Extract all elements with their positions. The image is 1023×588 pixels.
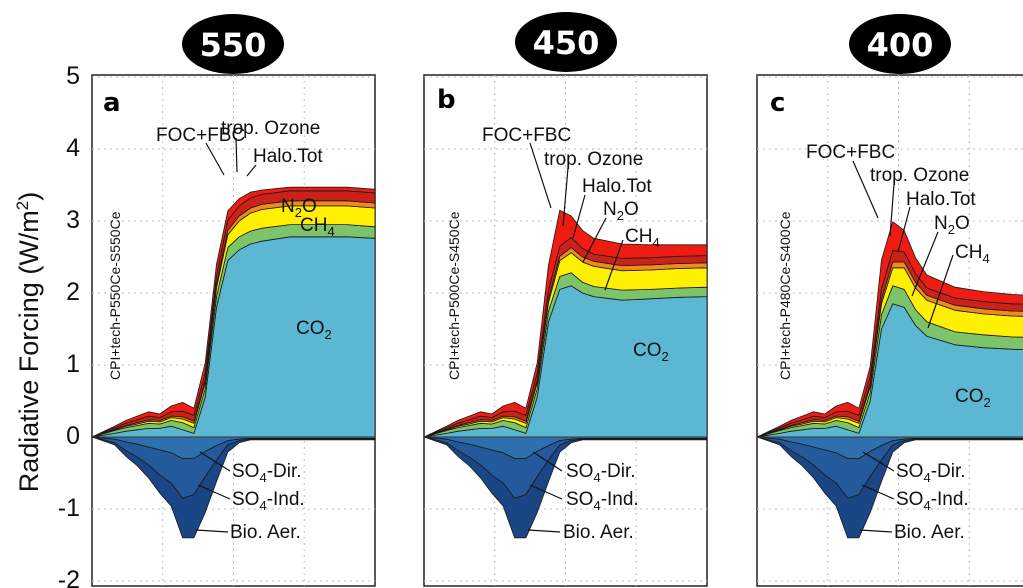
y-tick-label: 0 <box>66 422 80 450</box>
label-focfbc: FOC+FBC <box>806 142 895 163</box>
area-foc-fbc <box>756 221 1023 438</box>
label-so4dir: SO4-Dir. <box>232 461 302 485</box>
area-foc-fbc <box>91 186 376 438</box>
label-bioaer: Bio. Aer. <box>563 522 634 543</box>
label-halo: Halo.Tot <box>253 146 323 167</box>
label-so4ind: SO4-Ind. <box>896 489 969 513</box>
leader-lines <box>527 142 624 533</box>
stacked-areas <box>423 209 708 539</box>
label-ch4: CH4 <box>625 226 660 250</box>
y-tick-label: -2 <box>58 566 80 588</box>
y-tick-label: 5 <box>66 62 80 90</box>
y-tick-labels: 5 4 3 2 1 0 -1 -2 <box>58 62 80 588</box>
label-co2: CO2 <box>296 318 332 342</box>
label-so4dir: SO4-Dir. <box>896 461 966 485</box>
scenario-badge <box>515 12 617 72</box>
label-n2o: N2O <box>281 196 317 220</box>
scenario-badge <box>849 14 951 74</box>
y-tick-label: 2 <box>66 278 80 306</box>
y-axis-label-end: ) <box>14 192 44 201</box>
label-bioaer: Bio. Aer. <box>230 522 301 543</box>
leader-lines <box>195 137 257 533</box>
label-focfbc: FOC+FBC <box>156 125 245 146</box>
label-n2o: N2O <box>603 199 639 223</box>
y-axis-label: Radiative Forcing (W/m2) <box>13 192 44 493</box>
label-co2: CO2 <box>955 386 991 410</box>
y-axis-label-sup: 2 <box>13 201 32 210</box>
area-foc-fbc <box>423 209 708 438</box>
label-co2: CO2 <box>633 340 669 364</box>
stacked-areas <box>91 186 376 539</box>
annotations: FOC+FBC trop. Ozone Halo.Tot N2O CH4 CO2… <box>156 118 335 543</box>
y-tick-label: 4 <box>66 134 80 162</box>
scenario-badge-label: 550 <box>200 26 267 64</box>
scenario-name: CPI+tech-P550Ce-S550Ce <box>107 211 123 380</box>
label-so4ind: SO4-Ind. <box>232 489 305 513</box>
label-ch4: CH4 <box>300 215 335 239</box>
panel-letter: a <box>103 88 121 118</box>
label-halo: Halo.Tot <box>582 176 652 197</box>
scenario-badge <box>182 14 284 74</box>
label-ozone: trop. Ozone <box>544 149 643 170</box>
label-ozone: trop. Ozone <box>221 118 320 139</box>
label-ch4: CH4 <box>955 242 990 266</box>
label-n2o: N2O <box>934 213 970 237</box>
stacked-areas <box>756 221 1023 539</box>
label-halo: Halo.Tot <box>906 189 976 210</box>
scenario-badge-label: 450 <box>533 24 600 62</box>
area-bio-aer <box>423 436 708 539</box>
y-tick-label: 1 <box>66 350 80 378</box>
leader-lines <box>852 160 954 533</box>
scenario-name: CPI+tech-P480Ce-S400Ce <box>777 211 793 380</box>
y-tick-label: 3 <box>66 206 80 234</box>
annotations: FOC+FBC trop. Ozone Halo.Tot N2O CH4 CO2… <box>806 142 991 543</box>
y-axis-label-main: Radiative Forcing (W/m <box>14 210 44 492</box>
panel-b: 450 b CPI+tech-P500Ce-S450Ce FOC+FBC tro… <box>423 12 708 587</box>
panel-letter: c <box>770 88 785 118</box>
panel-c: 400 c CPI+tech-P480Ce-S400Ce FOC+FBC tro… <box>756 14 1023 587</box>
scenario-badge-label: 400 <box>867 26 934 64</box>
label-so4dir: SO4-Dir. <box>566 461 636 485</box>
area-bio-aer <box>756 436 1023 539</box>
label-focfbc: FOC+FBC <box>482 125 571 146</box>
area-bio-aer <box>91 436 376 539</box>
label-ozone: trop. Ozone <box>870 165 969 186</box>
annotations: FOC+FBC trop. Ozone Halo.Tot N2O CH4 CO2… <box>482 125 669 543</box>
panel-a: 550 a CPI+tech-P550Ce-S550Ce FOC+FBC tro… <box>91 14 376 587</box>
panel-letter: b <box>437 85 456 115</box>
label-bioaer: Bio. Aer. <box>894 522 965 543</box>
label-so4ind: SO4-Ind. <box>566 489 639 513</box>
y-tick-label: -1 <box>58 494 80 522</box>
scenario-name: CPI+tech-P500Ce-S450Ce <box>446 211 462 380</box>
